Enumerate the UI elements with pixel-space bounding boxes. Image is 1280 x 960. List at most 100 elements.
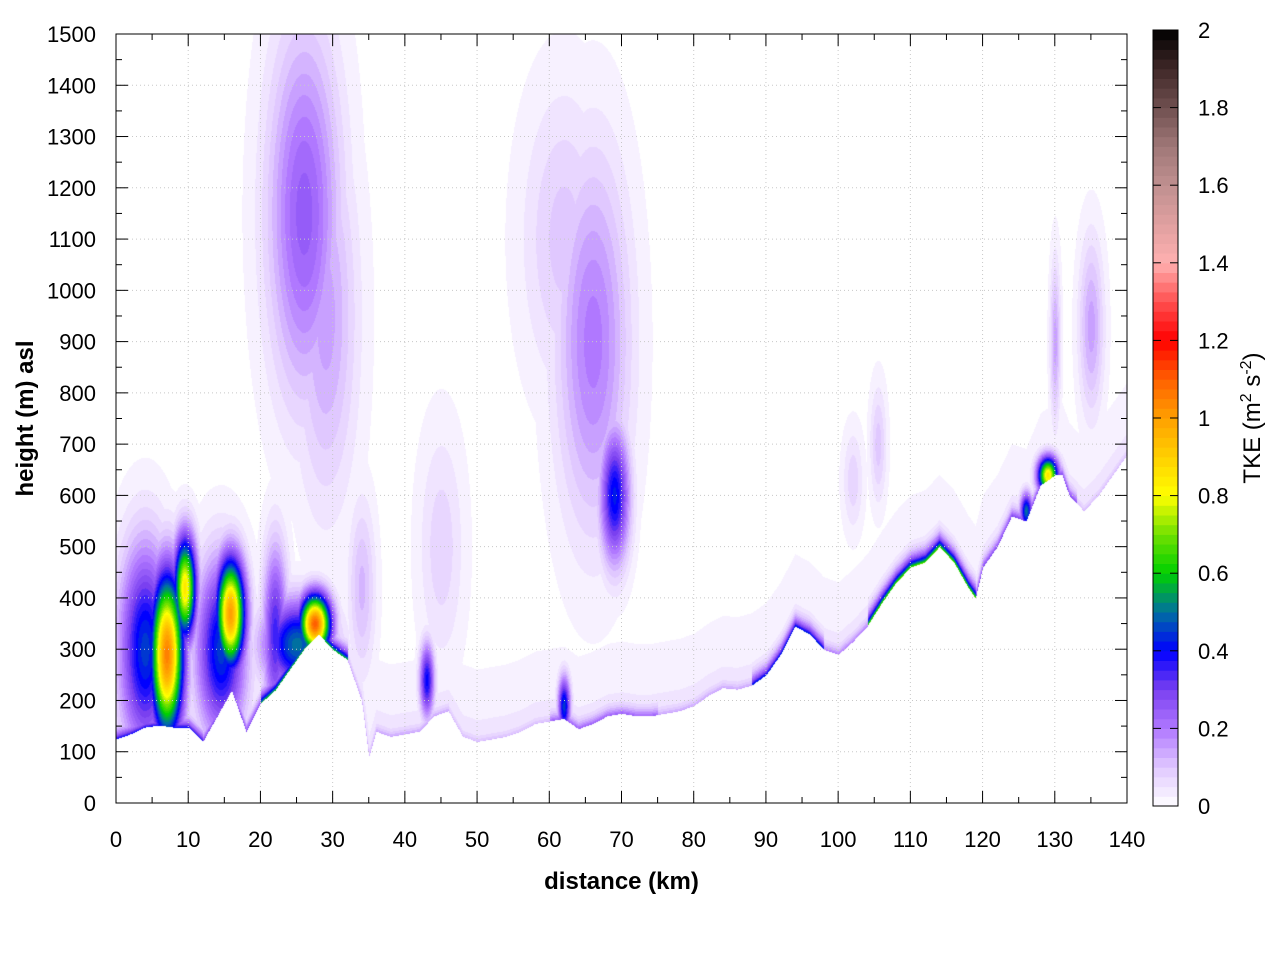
colorbar-band (1153, 728, 1178, 739)
colorbar-band (1153, 127, 1178, 138)
colorbar-band (1153, 107, 1178, 118)
x-axis-label: distance (km) (544, 868, 699, 895)
colorbar-band (1153, 670, 1178, 681)
colorbar-tick-labels: 0 0.2 0.4 0.6 0.8 1 1.2 1.4 1.6 1.8 2 (1198, 18, 1229, 819)
colorbar-tick-label: 0 (1198, 794, 1210, 819)
colorbar-band (1153, 165, 1178, 176)
x-tick-label: 130 (1036, 827, 1073, 852)
y-tick-label: 400 (59, 586, 96, 611)
colorbar-band (1153, 786, 1178, 797)
y-tick-label: 1500 (47, 22, 96, 47)
colorbar-band (1153, 563, 1178, 574)
colorbar-band (1153, 243, 1178, 254)
colorbar-tick-label: 1.2 (1198, 328, 1229, 353)
colorbar-label-sup2: -2 (1238, 360, 1255, 374)
colorbar-band (1153, 621, 1178, 632)
colorbar-band (1153, 757, 1178, 768)
colorbar-band (1153, 631, 1178, 642)
colorbar-band (1153, 718, 1178, 729)
colorbar-tick-label: 1.8 (1198, 96, 1229, 121)
y-tick-label: 1000 (47, 278, 96, 303)
colorbar-band (1153, 30, 1178, 41)
colorbar (1152, 29, 1179, 807)
colorbar-tick-label: 0.4 (1198, 639, 1229, 664)
y-tick-label: 1200 (47, 176, 96, 201)
colorbar-tick-label: 0.2 (1198, 716, 1229, 741)
colorbar-band (1153, 39, 1178, 50)
colorbar-band (1153, 612, 1178, 623)
y-axis-label: height (m) asl (12, 340, 39, 496)
colorbar-label-prefix: TKE (m (1239, 402, 1266, 483)
colorbar-tick-label: 0.8 (1198, 484, 1229, 509)
x-tick-label: 10 (176, 827, 200, 852)
colorbar-band (1153, 388, 1178, 400)
x-tick-label: 60 (537, 827, 561, 852)
colorbar-band (1153, 146, 1178, 157)
x-tick-label: 30 (320, 827, 344, 852)
y-tick-label: 1100 (49, 227, 96, 252)
y-tick-label: 0 (84, 791, 96, 816)
colorbar-band (1153, 427, 1178, 438)
colorbar-band (1153, 447, 1178, 458)
colorbar-band (1153, 408, 1178, 419)
y-tick-label: 600 (59, 483, 96, 508)
colorbar-band (1153, 291, 1178, 303)
x-tick-label: 120 (964, 827, 1001, 852)
colorbar-band (1153, 650, 1178, 661)
colorbar-band (1153, 59, 1178, 70)
colorbar-band (1153, 369, 1178, 380)
colorbar-band (1153, 194, 1178, 206)
colorbar-band (1153, 350, 1178, 361)
y-tick-label: 300 (59, 637, 96, 662)
y-tick-label: 500 (59, 535, 96, 560)
axis-ticks (115, 33, 1128, 804)
x-tick-label: 80 (681, 827, 705, 852)
colorbar-band (1153, 524, 1178, 535)
x-tick-label: 110 (893, 827, 928, 852)
colorbar-band (1153, 476, 1178, 487)
colorbar-band (1153, 466, 1178, 477)
colorbar-band (1153, 796, 1178, 807)
grid-lines (116, 34, 1127, 803)
y-tick-label: 1300 (47, 125, 96, 150)
colorbar-band (1153, 495, 1178, 506)
colorbar-band (1153, 340, 1178, 351)
colorbar-band (1153, 97, 1178, 109)
colorbar-band (1153, 330, 1178, 341)
colorbar-band (1153, 553, 1178, 564)
x-tick-label: 140 (1109, 827, 1146, 852)
colorbar-band (1153, 641, 1178, 652)
colorbar-band (1153, 272, 1178, 283)
colorbar-band (1153, 185, 1178, 196)
colorbar-band (1153, 418, 1178, 429)
colorbar-band (1153, 505, 1178, 516)
y-tick-label: 800 (59, 381, 96, 406)
colorbar-band (1153, 544, 1178, 555)
x-tick-label: 70 (609, 827, 633, 852)
colorbar-band (1153, 592, 1178, 603)
colorbar-band (1153, 78, 1178, 89)
y-tick-label: 200 (59, 688, 96, 713)
colorbar-band (1153, 379, 1178, 390)
colorbar-band (1153, 689, 1178, 700)
colorbar-tick-label: 1 (1198, 406, 1210, 431)
colorbar-label-suffix: ) (1239, 352, 1266, 360)
colorbar-band (1153, 582, 1178, 594)
colorbar-band (1153, 534, 1178, 545)
y-tick-label: 100 (59, 740, 96, 765)
colorbar-band (1153, 136, 1178, 147)
colorbar-band (1153, 233, 1178, 244)
colorbar-label-mid: s (1239, 375, 1266, 394)
colorbar-band (1153, 738, 1178, 749)
colorbar-tick-label: 1.6 (1198, 173, 1229, 198)
colorbar-tick-label: 0.6 (1198, 561, 1229, 586)
colorbar-band (1153, 68, 1178, 79)
y-tick-labels: 0 100 200 300 400 500 600 700 800 900 1000 1100 1200… (47, 22, 96, 816)
colorbar-label: TKE (m2 s-2) (1238, 352, 1266, 483)
colorbar-band (1153, 204, 1178, 215)
colorbar-band (1153, 602, 1178, 613)
colorbar-band (1153, 767, 1178, 778)
colorbar-band (1153, 679, 1178, 691)
colorbar-band (1153, 776, 1178, 788)
